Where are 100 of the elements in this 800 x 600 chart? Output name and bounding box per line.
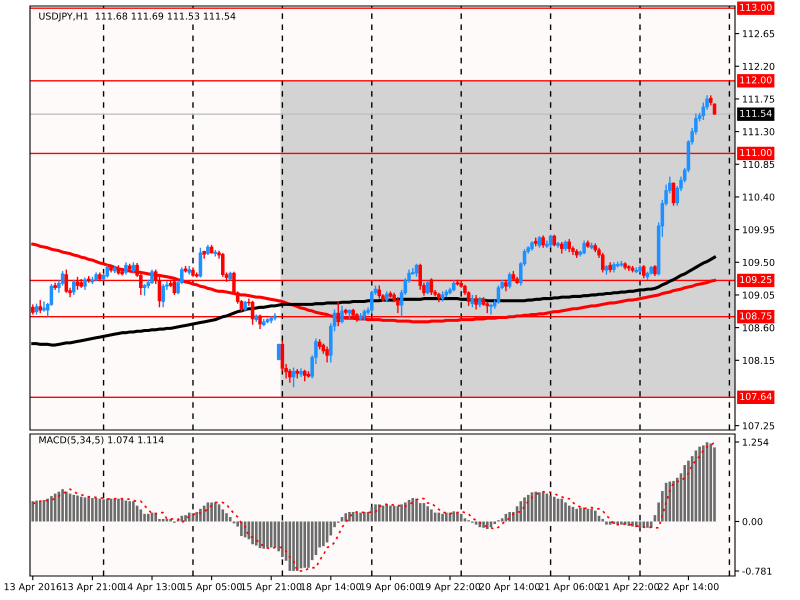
x-tick-label: 20 Apr 14:00 [480, 583, 540, 592]
y-tick-label: 110.85 [742, 160, 774, 168]
bar [68, 494, 72, 522]
x-tick-label: 21 Apr 06:00 [539, 583, 600, 592]
bar [266, 521, 269, 548]
bar [46, 498, 49, 522]
bar [546, 494, 548, 522]
bar [206, 502, 210, 522]
candlestick [604, 264, 608, 276]
y-tick-label: 1.254 [742, 438, 768, 446]
x-tick-label: 18 Apr 14:00 [301, 583, 361, 592]
candlestick [276, 342, 280, 361]
bar [288, 521, 292, 571]
bar [359, 512, 362, 522]
candlestick [42, 300, 46, 312]
x-tick-label: 19 Apr 06:00 [360, 583, 421, 592]
bar [296, 521, 299, 571]
bar [426, 506, 429, 522]
y-tick-label: 112.65 [742, 30, 774, 38]
candlestick [437, 292, 441, 303]
y-tick-label: 107.25 [742, 422, 774, 430]
ref-line-label: 108.75 [740, 312, 772, 320]
bar [352, 512, 354, 522]
bar [456, 512, 459, 522]
candlestick [362, 308, 366, 322]
bar [117, 498, 120, 522]
bar [526, 494, 530, 522]
candlestick [142, 283, 146, 296]
bar [35, 500, 38, 522]
candlestick [538, 235, 542, 248]
candlestick [564, 240, 568, 252]
candlestick [508, 272, 512, 290]
bar [422, 503, 426, 522]
bar [411, 498, 414, 522]
y-tick-label: 0.00 [742, 518, 762, 526]
y-tick-label: 111.30 [742, 128, 774, 136]
bar [709, 444, 712, 522]
candlestick [486, 300, 490, 314]
bar [184, 515, 187, 522]
candlestick [116, 264, 120, 276]
bar [668, 482, 672, 522]
annotation: MACD(5,34,5) 1.074 1.114 [39, 436, 164, 445]
bar [42, 500, 46, 522]
bar [110, 498, 112, 522]
candlestick [414, 263, 418, 278]
bar [601, 518, 604, 522]
bar [307, 521, 310, 568]
bar [500, 518, 504, 522]
candlestick [124, 262, 128, 276]
bar [54, 494, 56, 522]
bar [396, 506, 400, 522]
x-tick-label: 13 Apr 21:00 [62, 583, 123, 592]
bar [706, 442, 708, 522]
candlestick [452, 280, 456, 292]
candlestick [470, 294, 474, 308]
bar [124, 500, 128, 522]
candlestick [474, 294, 478, 310]
bar [228, 517, 232, 522]
bar [132, 501, 135, 522]
bar [94, 498, 98, 522]
y-tick-label: 110.40 [742, 194, 774, 201]
bar [106, 498, 109, 522]
bar [434, 512, 436, 522]
bar [415, 498, 418, 522]
bar [582, 508, 586, 522]
bar [646, 521, 649, 528]
bar [530, 492, 534, 522]
bar [162, 518, 164, 522]
candlestick [600, 252, 605, 274]
x-tick-label: 15 Apr 05:00 [182, 583, 242, 592]
candlestick [567, 238, 571, 253]
bar [300, 521, 302, 568]
bar [556, 498, 560, 522]
bar [542, 492, 544, 522]
candlestick [83, 276, 87, 291]
candlestick [72, 279, 76, 296]
y-tick-label: 108.15 [742, 356, 774, 364]
bar [628, 521, 630, 526]
bar [553, 496, 556, 522]
bar [430, 509, 433, 522]
bar [166, 518, 168, 522]
bar [120, 499, 124, 522]
candlestick [288, 368, 292, 384]
candlestick [653, 264, 657, 277]
bar [490, 521, 492, 528]
bar [482, 521, 485, 528]
bar [80, 496, 83, 522]
y-tick-label: 109.05 [742, 292, 774, 299]
candlestick [336, 302, 340, 327]
candlestick [150, 268, 154, 285]
bar [356, 512, 358, 522]
candlestick [318, 338, 322, 350]
ref-line-label: 109.25 [740, 276, 772, 284]
bar [180, 516, 184, 522]
annotation: USDJPY,H1 111.68 111.69 111.53 111.54 [39, 12, 236, 22]
candlestick [582, 240, 586, 255]
bar [340, 517, 344, 522]
ref-line-label: 112.00 [740, 76, 772, 84]
bar [664, 482, 668, 522]
bar [389, 506, 392, 522]
